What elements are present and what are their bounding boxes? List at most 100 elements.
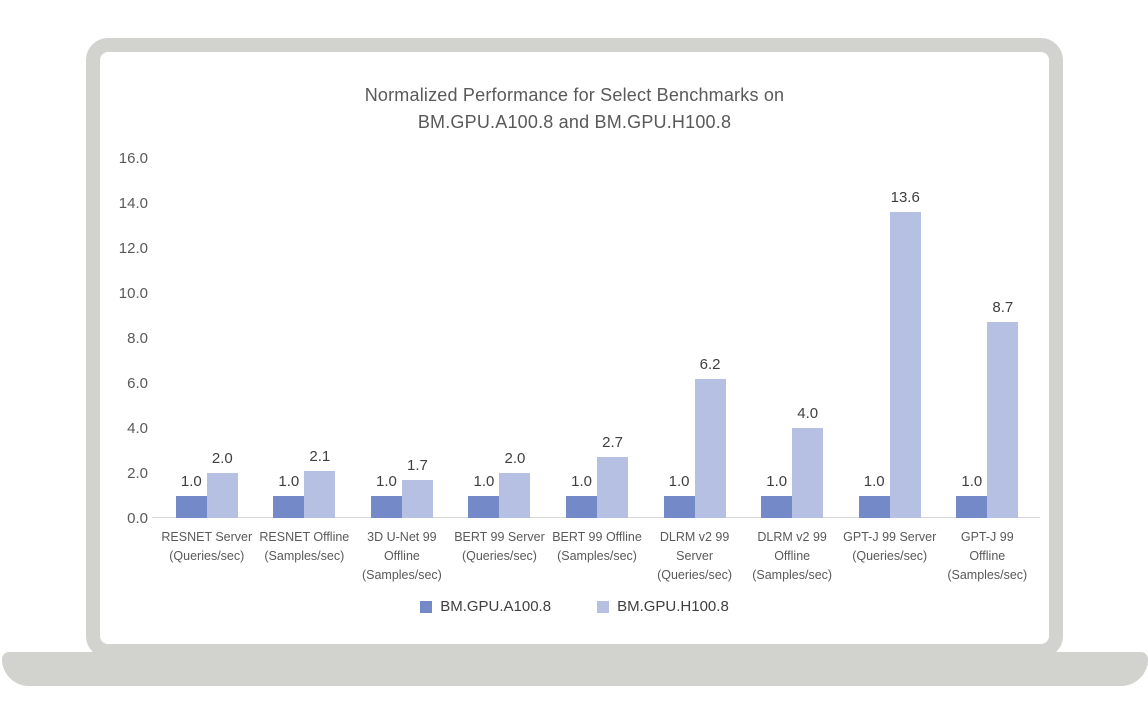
legend-item-bm-gpu-a100-8: BM.GPU.A100.8: [420, 598, 551, 615]
bar-bm-gpu-h100-8: 1.7: [401, 457, 433, 518]
x-axis-label-line: RESNET Server: [161, 530, 253, 544]
bar-data-label: 2.7: [602, 434, 623, 452]
bar-group: 1.0 1.7: [353, 158, 451, 518]
x-axis-label-line: BERT 99 Offline: [552, 530, 642, 544]
legend: BM.GPU.A100.8 BM.GPU.H100.8: [100, 598, 1049, 615]
bar-bm-gpu-h100-8: 2.7: [597, 434, 629, 518]
bar-data-label: 1.0: [668, 472, 690, 490]
x-axis-label-line: (Queries/sec): [657, 568, 733, 582]
x-axis-label-line: (Queries/sec): [852, 549, 928, 563]
bar-data-label: 1.0: [961, 472, 983, 490]
y-axis-tick-label: 16.0: [118, 149, 148, 167]
bar-group: 1.0 6.2: [646, 158, 744, 518]
bar-group: 1.0 2.1: [256, 158, 354, 518]
x-axis-label-line: DLRM v2 99: [659, 530, 730, 544]
x-axis-label-line: Server: [676, 549, 713, 563]
bar-data-label: 2.0: [211, 450, 233, 467]
bar-bm-gpu-h100-8: 4.0: [792, 405, 824, 518]
x-axis-label-line: GPT-J 99: [960, 530, 1014, 544]
chart-title: Normalized Performance for Select Benchm…: [100, 82, 1049, 136]
bar-bm-gpu-a100-8: 1.0: [566, 473, 598, 518]
bar-bm-gpu-a100-8: 1.0: [370, 473, 402, 518]
y-axis-tick-label: 0.0: [127, 509, 148, 527]
x-axis-category-label: DLRM v2 99 Server (Queries/sec): [646, 528, 744, 585]
bar-data-label: 13.6: [890, 189, 920, 206]
x-axis-category-label: DLRM v2 99 Offline (Samples/sec): [743, 528, 841, 585]
chart-card: Normalized Performance for Select Benchm…: [86, 38, 1063, 658]
legend-swatch-icon: [597, 600, 610, 613]
x-axis-label-line: GPT-J 99 Server: [843, 530, 937, 544]
x-axis-label-line: (Samples/sec): [264, 549, 345, 563]
x-axis-category-label: BERT 99 Server (Queries/sec): [451, 528, 549, 585]
chart-area: Normalized Performance for Select Benchm…: [100, 52, 1049, 644]
bar-group: 1.0 2.0: [451, 158, 549, 518]
plot-area: 1.0 2.0 1.0 2.1 1.0 1.7 1.0 2.0 1.0 2.7 1.0 6.2 1.0 4…: [152, 158, 1040, 518]
bar-group: 1.0 2.0: [158, 158, 256, 518]
bar-bm-gpu-a100-8: 1.0: [761, 473, 793, 518]
x-axis-category-label: RESNET Server (Queries/sec): [158, 528, 256, 585]
x-axis-label-line: 3D U-Net 99: [367, 530, 437, 544]
x-axis-label-line: (Samples/sec): [752, 568, 833, 582]
x-axis-labels: RESNET Server (Queries/sec) RESNET Offline…: [158, 528, 1036, 585]
bar-data-label: 4.0: [797, 405, 819, 422]
bar-bm-gpu-a100-8: 1.0: [175, 473, 207, 518]
x-axis-label-line: (Queries/sec): [461, 549, 537, 563]
y-axis-tick-label: 4.0: [127, 419, 148, 437]
bar-data-label: 1.0: [571, 472, 592, 490]
bar-data-label: 8.7: [992, 299, 1014, 317]
x-axis-label-line: Offline: [383, 549, 420, 563]
bar-bm-gpu-h100-8: 8.7: [987, 299, 1019, 518]
bar-data-label: 6.2: [699, 355, 721, 373]
y-axis-tick-label: 8.0: [127, 329, 148, 347]
bar-bm-gpu-h100-8: 2.1: [304, 448, 336, 518]
bar-data-label: 1.0: [473, 472, 495, 490]
bar-data-label: 1.0: [375, 472, 397, 490]
bar-bm-gpu-a100-8: 1.0: [468, 473, 500, 518]
legend-label: BM.GPU.H100.8: [617, 598, 729, 615]
y-axis-tick-label: 10.0: [118, 284, 148, 302]
legend-item-bm-gpu-h100-8: BM.GPU.H100.8: [597, 598, 729, 615]
bar-group: 1.0 8.7: [939, 158, 1037, 518]
bar-data-label: 1.7: [406, 456, 428, 474]
y-axis-tick-label: 2.0: [127, 464, 148, 482]
x-axis-category-label: GPT-J 99 Server (Queries/sec): [841, 528, 939, 585]
y-axis-tick-label: 14.0: [118, 194, 148, 212]
bar-bm-gpu-h100-8: 13.6: [889, 189, 921, 518]
x-axis-category-label: 3D U-Net 99 Offline (Samples/sec): [353, 528, 451, 585]
x-axis-label-line: (Samples/sec): [947, 568, 1028, 582]
legend-swatch-icon: [420, 600, 433, 613]
bar-bm-gpu-a100-8: 1.0: [858, 473, 890, 518]
chart-title-line-2: BM.GPU.A100.8 and BM.GPU.H100.8: [417, 112, 732, 132]
bar-bm-gpu-a100-8: 1.0: [956, 473, 988, 518]
bar-data-label: 1.0: [863, 472, 885, 490]
x-axis-label-line: (Queries/sec): [169, 549, 245, 563]
chart-title-line-1: Normalized Performance for Select Benchm…: [364, 85, 785, 105]
bar-bm-gpu-a100-8: 1.0: [663, 473, 695, 518]
bar-data-label: 2.1: [309, 447, 331, 465]
bar-group: 1.0 4.0: [743, 158, 841, 518]
bar-bm-gpu-h100-8: 2.0: [499, 450, 531, 518]
x-axis-label-line: (Samples/sec): [361, 568, 442, 582]
legend-label: BM.GPU.A100.8: [440, 598, 552, 615]
y-axis-tick-label: 12.0: [118, 239, 148, 257]
x-axis-category-label: BERT 99 Offline (Samples/sec): [548, 528, 646, 585]
x-axis-label-line: (Samples/sec): [557, 549, 637, 563]
bar-bm-gpu-a100-8: 1.0: [273, 473, 305, 518]
bar-data-label: 1.0: [278, 472, 300, 490]
y-axis-tick-label: 6.0: [127, 374, 148, 392]
bar-data-label: 1.0: [766, 472, 788, 490]
x-axis-category-label: GPT-J 99 Offline (Samples/sec): [939, 528, 1037, 585]
bar-bm-gpu-h100-8: 6.2: [694, 356, 726, 518]
x-axis-label-line: RESNET Offline: [259, 530, 350, 544]
bar-bm-gpu-h100-8: 2.0: [206, 450, 238, 518]
bar-group: 1.0 13.6: [841, 158, 939, 518]
x-axis-label-line: BERT 99 Server: [454, 530, 545, 544]
bar-data-label: 2.0: [504, 450, 526, 467]
x-axis-label-line: Offline: [774, 549, 811, 563]
x-axis-label-line: Offline: [969, 549, 1006, 563]
x-axis-category-label: RESNET Offline (Samples/sec): [256, 528, 354, 585]
bar-data-label: 1.0: [180, 472, 202, 490]
bar-group: 1.0 2.7: [548, 158, 646, 518]
x-axis-label-line: DLRM v2 99: [757, 530, 827, 544]
